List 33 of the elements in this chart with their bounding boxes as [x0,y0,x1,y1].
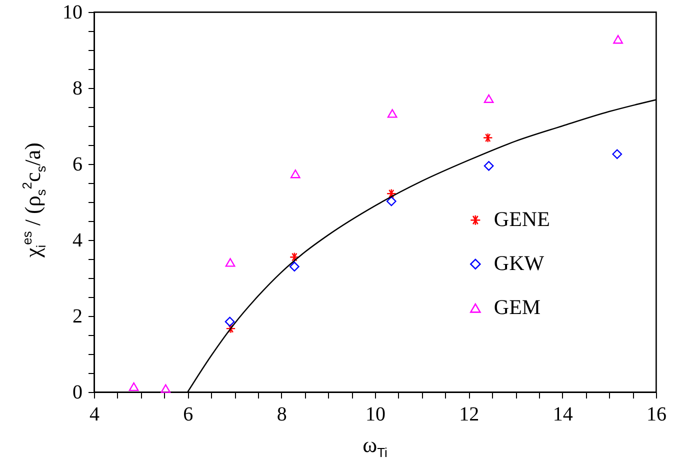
y-tick-label: 4 [72,230,82,252]
point [224,316,235,327]
point [386,188,396,199]
point [612,149,622,160]
y-tick-label: 8 [72,78,82,100]
point [128,382,139,392]
x-tick-label: 12 [459,404,480,426]
x-tick-label: 14 [552,404,573,426]
y-tick-label: 6 [72,154,82,176]
point [290,170,300,178]
point [484,94,494,103]
point [613,35,623,44]
legend-label: GKW [494,251,544,276]
point [386,196,396,206]
point [482,132,493,143]
legend-label: GEM [494,295,541,320]
point [226,324,236,334]
x-tick-label: 10 [366,404,386,426]
point [290,262,300,272]
x-tick-label: 16 [646,404,666,426]
x-tick-label: 8 [276,404,287,426]
point [290,252,300,262]
y-tick-label: 2 [72,306,82,328]
point [484,160,494,171]
y-tick-label: 10 [62,2,82,24]
x-tick-label: 6 [183,404,194,426]
y-tick-label: 0 [72,382,82,404]
x-tick-label: 4 [90,404,100,426]
legend-label: GENE [494,207,550,232]
x-axis-title: ω$_{Ti}$ [362,432,388,460]
point [160,384,171,393]
point [387,109,398,118]
point [225,258,236,267]
